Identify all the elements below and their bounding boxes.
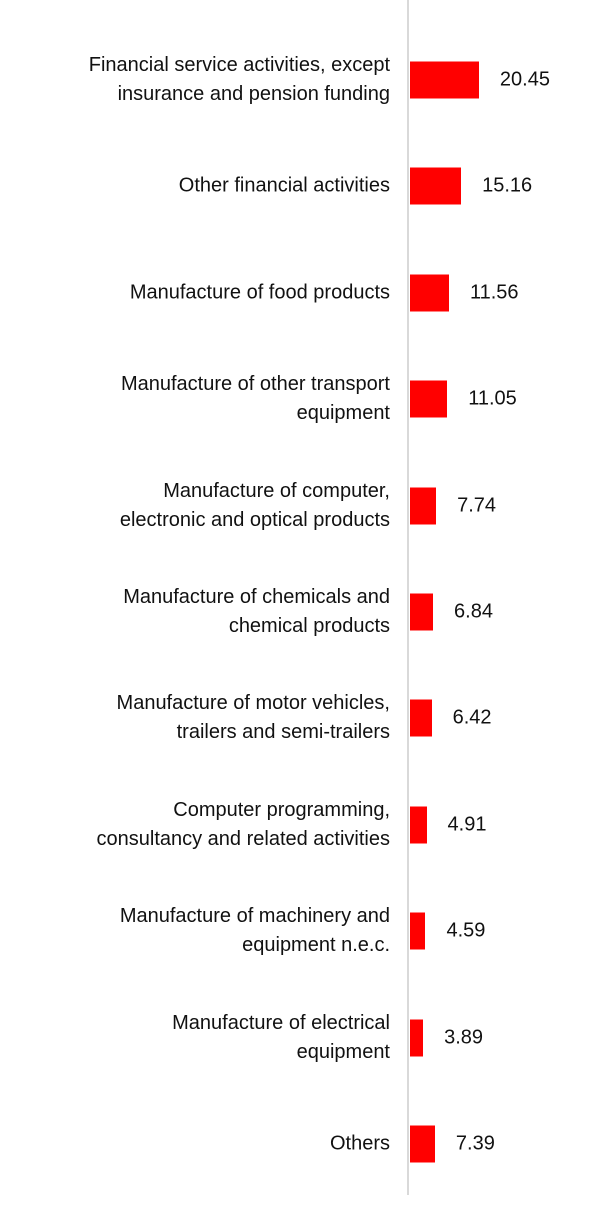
category-axis-line [407, 0, 409, 1195]
category-label: Financial service activities, except ins… [88, 54, 390, 105]
category-label: Others [329, 1132, 390, 1155]
bar [410, 167, 462, 205]
data-label: 11.05 [468, 387, 517, 410]
category-label: Manufacture of chemicals and chemical pr… [123, 586, 390, 637]
category-label: Manufacture of machinery and equipment n… [119, 905, 390, 957]
data-label: 7.39 [455, 1132, 495, 1155]
data-label: 6.42 [452, 706, 492, 729]
data-label: 4.91 [447, 813, 487, 836]
data-label: 6.84 [454, 600, 493, 623]
bar [410, 806, 427, 844]
category-label: Manufacture of computer, electronic and … [119, 479, 390, 531]
category-label: Other financial activities [178, 174, 390, 197]
category-label: Manufacture of motor vehicles, trailers … [116, 692, 390, 744]
bar [410, 61, 479, 99]
data-label: 11.56 [469, 281, 519, 304]
bar [410, 380, 448, 418]
bar [410, 1125, 435, 1163]
data-label: 7.74 [457, 494, 497, 517]
bar [410, 274, 449, 312]
category-label: Manufacture of food products [129, 281, 390, 304]
bar [410, 1019, 424, 1057]
bar [410, 487, 437, 525]
data-label: 3.89 [444, 1026, 484, 1049]
data-label: 4.59 [446, 919, 486, 942]
category-label: Manufacture of other transport equipment [120, 373, 390, 425]
data-label: 20.45 [499, 68, 550, 91]
bar [410, 699, 432, 737]
category-label: Computer programming, consultancy and re… [96, 798, 391, 850]
category-label: Manufacture of electrical equipment [172, 1011, 390, 1063]
bar [410, 912, 426, 950]
data-label: 15.16 [482, 174, 533, 197]
bar [410, 593, 434, 631]
